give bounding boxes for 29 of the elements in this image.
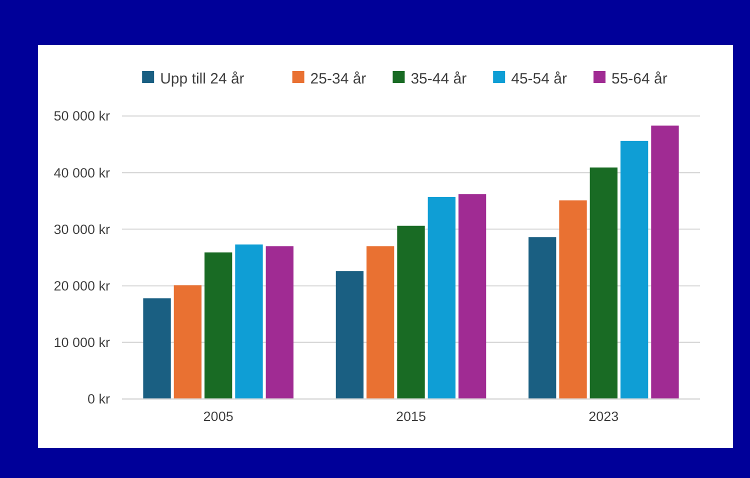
legend-label: 45-54 år — [511, 70, 567, 88]
bar — [266, 246, 294, 399]
bar — [366, 246, 394, 399]
bar — [143, 298, 171, 399]
legend-label: Upp till 24 år — [160, 70, 244, 88]
bar — [458, 194, 486, 399]
y-tick-label: 10 000 kr — [54, 335, 110, 350]
legend-label: 55-64 år — [612, 70, 668, 88]
y-tick-label: 30 000 kr — [54, 222, 110, 237]
bar — [204, 252, 232, 399]
bar — [620, 140, 648, 399]
x-tick-label: 2015 — [396, 409, 426, 424]
y-tick-label: 0 kr — [87, 392, 110, 407]
x-tick-label: 2023 — [588, 409, 619, 424]
y-tick-label: 50 000 kr — [54, 108, 110, 124]
bar — [528, 237, 556, 399]
y-tick-label: 40 000 kr — [54, 165, 110, 180]
legend-label: 25-34 år — [310, 70, 366, 88]
bar — [397, 226, 425, 399]
x-tick-label: 2005 — [203, 409, 234, 424]
bar — [174, 285, 202, 399]
bar — [590, 168, 618, 399]
y-tick-label: 20 000 kr — [54, 278, 110, 294]
bar — [428, 196, 456, 399]
bar — [651, 126, 679, 399]
bar — [559, 200, 587, 399]
bar — [336, 271, 364, 399]
bar — [235, 244, 263, 399]
legend-label: 35-44 år — [410, 70, 467, 88]
